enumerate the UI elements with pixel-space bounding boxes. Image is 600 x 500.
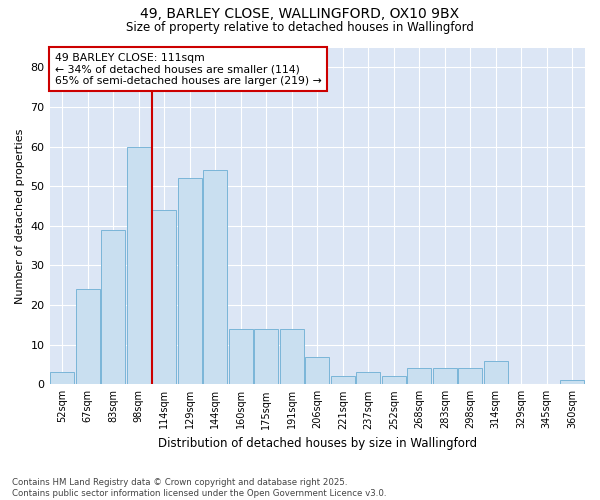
Bar	[229, 329, 253, 384]
X-axis label: Distribution of detached houses by size in Wallingford: Distribution of detached houses by size …	[158, 437, 477, 450]
Bar	[50, 372, 74, 384]
Bar	[254, 329, 278, 384]
Bar	[484, 360, 508, 384]
Bar	[101, 230, 125, 384]
Text: 49, BARLEY CLOSE, WALLINGFORD, OX10 9BX: 49, BARLEY CLOSE, WALLINGFORD, OX10 9BX	[140, 8, 460, 22]
Bar	[433, 368, 457, 384]
Bar	[305, 356, 329, 384]
Bar	[331, 376, 355, 384]
Text: 49 BARLEY CLOSE: 111sqm
← 34% of detached houses are smaller (114)
65% of semi-d: 49 BARLEY CLOSE: 111sqm ← 34% of detache…	[55, 52, 322, 86]
Y-axis label: Number of detached properties: Number of detached properties	[15, 128, 25, 304]
Bar	[356, 372, 380, 384]
Text: Size of property relative to detached houses in Wallingford: Size of property relative to detached ho…	[126, 21, 474, 34]
Bar	[127, 146, 151, 384]
Bar	[178, 178, 202, 384]
Bar	[280, 329, 304, 384]
Bar	[458, 368, 482, 384]
Bar	[560, 380, 584, 384]
Bar	[382, 376, 406, 384]
Bar	[152, 210, 176, 384]
Bar	[203, 170, 227, 384]
Bar	[76, 289, 100, 384]
Text: Contains HM Land Registry data © Crown copyright and database right 2025.
Contai: Contains HM Land Registry data © Crown c…	[12, 478, 386, 498]
Bar	[407, 368, 431, 384]
